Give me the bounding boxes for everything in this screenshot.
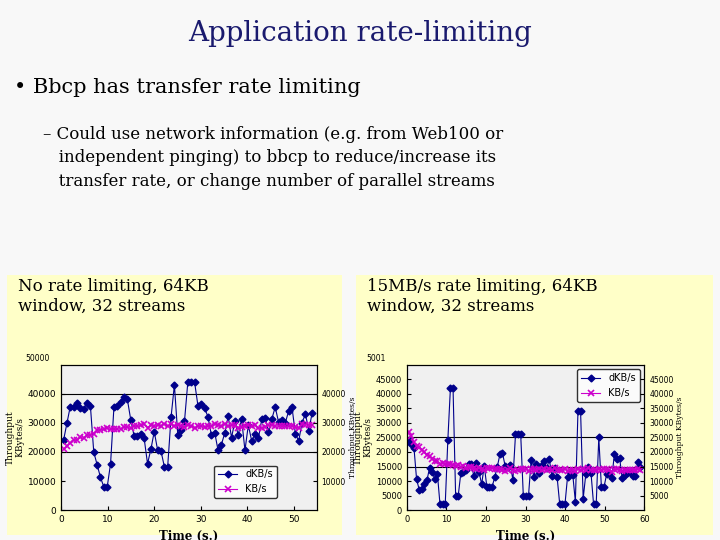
- KB/s: [474, 465, 483, 471]
- KB/s: [603, 466, 611, 472]
- dKB/s: [59, 437, 68, 443]
- Text: 5001: 5001: [366, 354, 386, 363]
- Text: 15MB/s rate limiting, 64KB
window, 32 streams: 15MB/s rate limiting, 64KB window, 32 st…: [367, 278, 598, 315]
- KB/s: [636, 467, 645, 474]
- Y-axis label: Throughput KBytes/s: Throughput KBytes/s: [676, 397, 685, 478]
- dKB/s: [608, 474, 616, 481]
- Text: No rate limiting, 64KB
window, 32 streams: No rate limiting, 64KB window, 32 stream…: [18, 278, 209, 315]
- KB/s: [251, 422, 259, 428]
- X-axis label: Time (s.): Time (s.): [496, 530, 555, 540]
- Legend: dKB/s, KB/s: dKB/s, KB/s: [214, 465, 276, 498]
- dKB/s: [288, 404, 297, 410]
- dKB/s: [308, 409, 317, 416]
- KB/s: [160, 420, 168, 427]
- FancyBboxPatch shape: [7, 275, 342, 535]
- KB/s: [597, 467, 606, 473]
- Text: 50000: 50000: [25, 354, 50, 363]
- KB/s: [261, 424, 269, 430]
- Text: Application rate-limiting: Application rate-limiting: [188, 20, 532, 47]
- KB/s: [608, 469, 616, 475]
- Line: KB/s: KB/s: [60, 421, 315, 453]
- KB/s: [629, 467, 637, 473]
- dKB/s: [438, 501, 447, 508]
- KB/s: [268, 422, 276, 428]
- Line: dKB/s: dKB/s: [406, 386, 643, 507]
- KB/s: [79, 435, 88, 442]
- KB/s: [405, 429, 413, 435]
- dKB/s: [79, 406, 88, 412]
- dKB/s: [261, 415, 269, 422]
- KB/s: [436, 461, 444, 468]
- dKB/s: [184, 379, 192, 385]
- Text: • Bbcp has transfer rate limiting: • Bbcp has transfer rate limiting: [14, 78, 361, 97]
- dKB/s: [254, 435, 263, 441]
- dKB/s: [631, 472, 639, 479]
- dKB/s: [480, 462, 489, 469]
- Y-axis label: Throughput
KBytes/s: Throughput KBytes/s: [354, 410, 373, 465]
- KB/s: [59, 446, 68, 453]
- dKB/s: [603, 471, 611, 478]
- Line: dKB/s: dKB/s: [61, 380, 315, 489]
- KB/s: [308, 422, 317, 428]
- dKB/s: [405, 437, 413, 443]
- Line: KB/s: KB/s: [406, 429, 643, 475]
- dKB/s: [446, 384, 455, 391]
- KB/s: [566, 467, 575, 473]
- dKB/s: [436, 501, 444, 508]
- dKB/s: [271, 404, 279, 410]
- dKB/s: [571, 498, 580, 505]
- X-axis label: Time (s.): Time (s.): [159, 530, 219, 540]
- KB/s: [258, 425, 266, 431]
- Legend: dKB/s, KB/s: dKB/s, KB/s: [577, 369, 639, 402]
- dKB/s: [636, 464, 645, 470]
- Y-axis label: Throughput
KBytes/s: Throughput KBytes/s: [6, 410, 24, 465]
- FancyBboxPatch shape: [356, 275, 713, 535]
- dKB/s: [264, 428, 273, 435]
- dKB/s: [99, 484, 108, 490]
- KB/s: [284, 423, 293, 429]
- Text: – Could use network information (e.g. from Web100 or
   independent pinging) to : – Could use network information (e.g. fr…: [43, 126, 503, 190]
- Y-axis label: Throughput KBytes/s: Throughput KBytes/s: [348, 397, 357, 478]
